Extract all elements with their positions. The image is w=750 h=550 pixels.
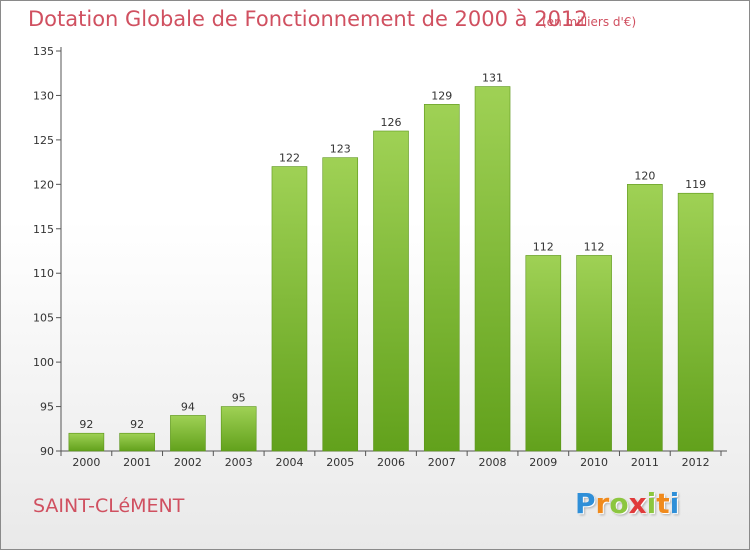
y-tick-label: 115 [33,223,54,236]
data-label-2006: 126 [381,116,402,129]
x-tick-label-2006: 2006 [377,456,405,469]
bar-2002 [170,415,206,452]
logo-letter: x [628,487,647,520]
bar-2000 [68,432,105,452]
x-tick-label-2008: 2008 [479,456,507,469]
bar-2012 [677,192,714,452]
logo-letter: t [656,487,670,520]
data-label-2011: 120 [634,169,655,182]
chart-subtitle: (en milliers d'€) [542,15,637,29]
y-tick-label: 130 [33,89,54,102]
bar-2001 [119,432,155,452]
y-tick-label: 135 [33,45,54,58]
data-label-2008: 131 [482,72,503,85]
bar-2005 [322,157,359,452]
bar-2008 [474,86,511,452]
logo-letter: P [575,487,596,520]
bar-2004 [271,166,308,452]
y-tick-label: 110 [33,267,54,280]
x-tick-label-2000: 2000 [72,456,100,469]
commune-name: SAINT-CLéMENT [33,495,185,517]
x-tick-label-2002: 2002 [174,456,202,469]
x-tick-label-2007: 2007 [428,456,456,469]
y-tick-label: 120 [33,178,54,191]
data-label-2004: 122 [279,152,300,165]
y-tick-label: 100 [33,356,54,369]
x-tick-label-2010: 2010 [580,456,608,469]
data-label-2001: 92 [130,418,144,431]
y-tick-label: 125 [33,134,54,147]
bar-2010 [576,255,612,452]
data-label-2012: 119 [685,178,706,191]
bar-2006 [373,130,409,452]
data-label-2009: 112 [533,240,554,253]
bar-2003 [220,406,257,452]
data-label-2010: 112 [584,240,605,253]
x-tick-label-2001: 2001 [123,456,151,469]
bar-2011 [627,184,663,452]
y-tick-label: 105 [33,312,54,325]
x-tick-label-2012: 2012 [682,456,710,469]
y-tick-label: 95 [40,401,54,414]
data-label-2003: 95 [232,392,246,405]
x-tick-label-2005: 2005 [326,456,354,469]
logo-letter: o [609,487,629,520]
data-label-2002: 94 [181,400,195,413]
bar-2009 [525,255,562,452]
x-tick-label-2011: 2011 [631,456,659,469]
logo-letter: i [646,487,657,520]
labels-group: 92 92 94 95 122 123 126 129 131 112 112 120 119 [79,72,706,432]
data-label-2000: 92 [79,418,93,431]
logo-letter: r [595,487,610,520]
x-tick-label-2003: 2003 [225,456,253,469]
data-label-2007: 129 [431,89,452,102]
bars-group [68,86,714,452]
data-label-2005: 123 [330,143,351,156]
proxiti-logo: Proxiti [575,487,679,520]
x-tick-label-2009: 2009 [529,456,557,469]
chart-title: Dotation Globale de Fonctionnement de 20… [28,7,588,31]
logo-letter: i [669,487,680,520]
bar-2007 [423,104,460,452]
x-tick-label-2004: 2004 [275,456,303,469]
axes-group: 90 95 100 105 110 115 120 125 130 135 2000 2001 2002… [33,45,727,469]
y-tick-label: 90 [40,445,54,458]
